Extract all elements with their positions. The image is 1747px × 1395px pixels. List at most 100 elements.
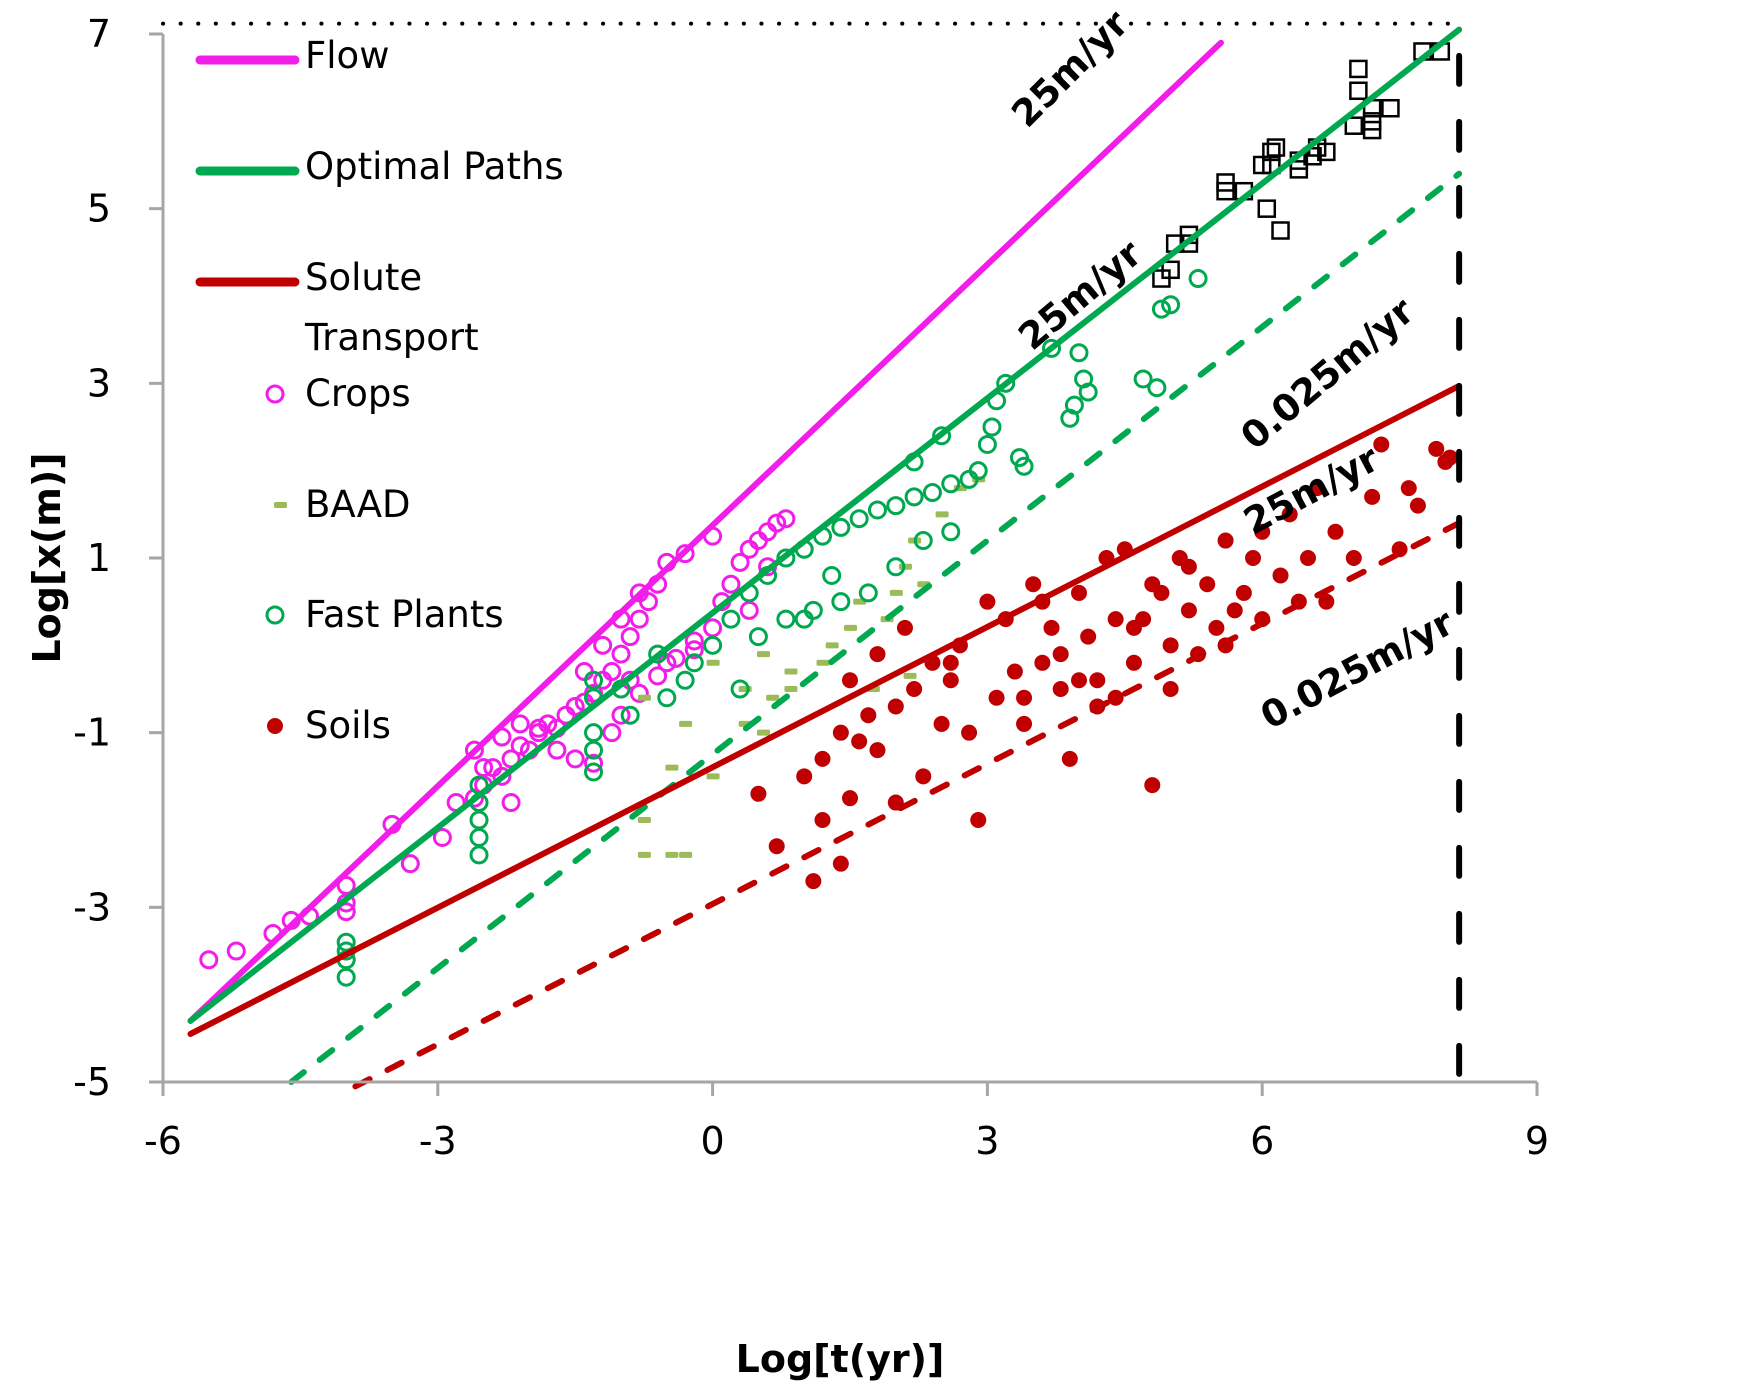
- x-tick-label: -6: [144, 1119, 182, 1163]
- data-point: [648, 666, 668, 686]
- data-point: [1318, 593, 1335, 610]
- data-point: [584, 753, 604, 773]
- data-point: [1014, 456, 1034, 476]
- data-point: [1272, 567, 1289, 584]
- data-point: [565, 696, 585, 716]
- data-point: [432, 827, 452, 847]
- data-point: [584, 740, 604, 760]
- data-point: [665, 764, 679, 771]
- legend-item-flow[interactable]: Flow: [195, 34, 389, 77]
- data-point: [767, 513, 787, 533]
- legend-item-fast-plants[interactable]: Fast Plants: [265, 593, 504, 636]
- data-point: [706, 773, 720, 780]
- data-point: [932, 426, 952, 446]
- legend: Flow Optimal Paths Solute Transport Crop…: [195, 34, 564, 747]
- data-point: [1254, 523, 1271, 540]
- data-point: [1309, 480, 1326, 497]
- data-point: [1043, 619, 1060, 636]
- data-point: [1317, 142, 1336, 162]
- data-point: [849, 509, 869, 529]
- legend-item-baad[interactable]: BAAD: [274, 483, 411, 526]
- data-point: [730, 679, 750, 699]
- trend-line-solute-transport: [187, 382, 1463, 1037]
- trend-line-solute-transport-slow: [352, 520, 1463, 1090]
- data-point: [721, 574, 741, 594]
- data-point: [1069, 343, 1089, 363]
- data-point: [832, 855, 849, 872]
- data-point: [1199, 576, 1216, 593]
- data-point: [794, 609, 814, 629]
- data-point: [784, 668, 798, 675]
- data-point: [584, 762, 604, 782]
- data-point: [1226, 602, 1243, 619]
- data-point: [684, 640, 704, 660]
- data-point: [1327, 523, 1344, 540]
- data-point: [336, 902, 356, 922]
- data-point: [199, 950, 219, 970]
- data-point: [970, 812, 987, 828]
- data-point: [1217, 532, 1234, 549]
- trend-line-optimal-paths-slow: [288, 170, 1463, 1085]
- data-point: [400, 854, 420, 874]
- legend-label-transport: Transport: [304, 316, 479, 359]
- data-point: [492, 766, 512, 786]
- annotations: 25m/yr 25m/yr 0.025m/yr 25m/yr 0.025m/yr: [1003, 2, 1461, 738]
- axes: [150, 34, 1537, 1084]
- data-point: [896, 619, 913, 636]
- data-point: [510, 736, 530, 756]
- data-point: [1428, 440, 1445, 457]
- data-point: [996, 373, 1016, 393]
- data-point: [584, 723, 604, 743]
- data-point: [1144, 576, 1161, 593]
- y-tick-label: -1: [73, 711, 111, 755]
- data-point: [1235, 584, 1252, 601]
- data-point: [832, 724, 849, 741]
- data-point: [977, 434, 997, 454]
- data-point: [1362, 112, 1382, 131]
- data-point: [756, 651, 770, 658]
- data-point: [611, 644, 631, 664]
- legend-item-solute-transport[interactable]: Solute Transport: [195, 256, 479, 359]
- data-point: [703, 635, 723, 655]
- data-point: [629, 609, 649, 629]
- data-point: [529, 718, 549, 738]
- annotation-optimal-fast-rate: 25m/yr: [1010, 231, 1150, 358]
- data-point: [1162, 637, 1179, 654]
- data-point: [814, 750, 831, 767]
- data-point: [684, 653, 704, 673]
- data-point: [776, 548, 796, 568]
- data-point: [1216, 181, 1235, 201]
- data-point: [961, 724, 978, 741]
- data-point: [768, 838, 785, 855]
- data-point: [906, 681, 923, 697]
- data-point: [602, 662, 622, 682]
- data-point: [776, 609, 796, 629]
- y-tick-label: -5: [73, 1060, 111, 1104]
- data-point: [730, 552, 750, 572]
- data-point: [988, 689, 1005, 706]
- legend-item-optimal-paths[interactable]: Optimal Paths: [195, 145, 564, 188]
- legend-item-crops[interactable]: Crops: [265, 372, 411, 415]
- data-point: [933, 715, 950, 732]
- y-tick-label: 7: [87, 12, 111, 56]
- data-point: [738, 686, 752, 692]
- data-point: [501, 793, 521, 813]
- data-point: [979, 593, 996, 610]
- legend-marker-soils: [267, 718, 283, 734]
- legend-item-soils[interactable]: Soils: [267, 704, 391, 747]
- data-point: [1257, 199, 1277, 218]
- data-point: [1133, 369, 1153, 389]
- legend-label-fast-plants: Fast Plants: [305, 593, 504, 636]
- data-point: [665, 851, 679, 858]
- data-point: [1349, 81, 1368, 101]
- y-tick-label: -3: [73, 885, 111, 929]
- data-point: [1052, 681, 1069, 697]
- data-point: [1107, 611, 1124, 628]
- data-point: [1016, 715, 1033, 732]
- data-point: [750, 785, 767, 802]
- data-point: [474, 758, 494, 778]
- x-tick-label: 6: [1250, 1119, 1274, 1163]
- annotation-flow-rate: 25m/yr: [1003, 2, 1137, 136]
- data-point: [469, 810, 489, 830]
- y-tick-label: 5: [87, 187, 111, 231]
